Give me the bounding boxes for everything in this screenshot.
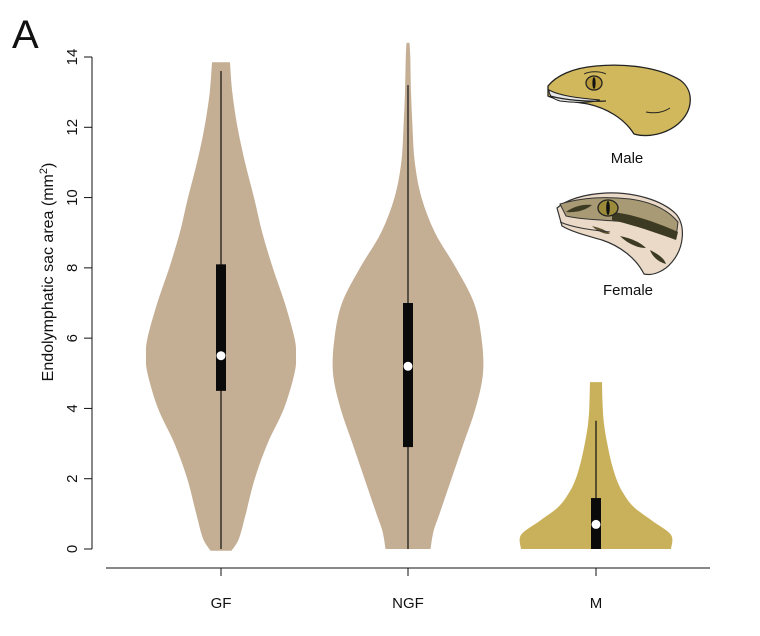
x-axis: GF NGF M — [106, 567, 710, 612]
x-ticks: GF NGF M — [211, 568, 603, 612]
median-point-ngf — [403, 361, 413, 371]
y-tick-label: 14 — [64, 49, 81, 66]
y-tick-label: 10 — [64, 189, 81, 206]
x-tick-label: NGF — [392, 595, 424, 612]
legend-label-female: Female — [603, 282, 653, 299]
median-point-m — [591, 519, 601, 529]
y-ticks: 0 2 4 6 8 10 12 14 — [64, 49, 92, 553]
box-plots — [216, 71, 601, 549]
x-tick-label: GF — [211, 595, 232, 612]
panel-letter: A — [12, 13, 39, 57]
legend-male: Male — [547, 64, 691, 167]
y-tick-label: 12 — [64, 119, 81, 136]
median-point-gf — [216, 351, 226, 361]
y-tick-label: 0 — [64, 545, 81, 553]
y-tick-label: 2 — [64, 475, 81, 483]
legend-label-male: Male — [611, 150, 644, 167]
y-tick-label: 4 — [64, 404, 81, 412]
x-tick-label: M — [590, 595, 603, 612]
legend-female: Female — [556, 192, 683, 299]
iqr-box-ngf — [403, 303, 413, 448]
y-tick-label: 6 — [64, 334, 81, 342]
y-tick-label: 8 — [64, 264, 81, 272]
gecko-head-male-icon — [547, 64, 691, 137]
y-axis-title: Endolymphatic sac area (mm2) — [38, 163, 57, 382]
gecko-head-female-icon — [556, 192, 683, 276]
iqr-box-gf — [216, 264, 226, 391]
y-axis: 0 2 4 6 8 10 12 14 Endolymphatic sac area (mm2) — [38, 49, 93, 553]
